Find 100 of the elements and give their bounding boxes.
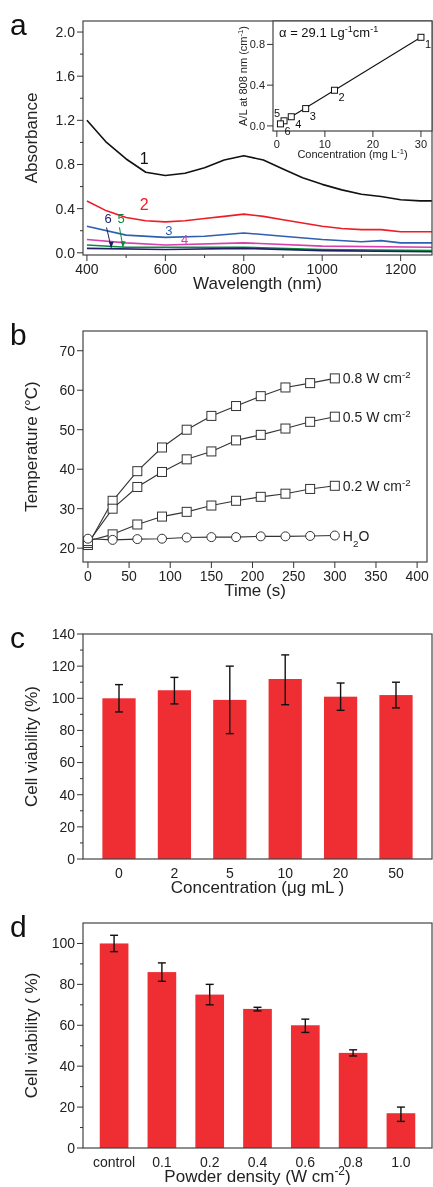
y-tick-label: 40	[59, 786, 76, 803]
chart-title: a	[10, 8, 27, 41]
y-tick-label: 0	[67, 1139, 76, 1156]
point	[305, 483, 316, 494]
point	[280, 488, 291, 499]
bar	[102, 698, 136, 859]
bar	[195, 994, 225, 1148]
series-label: H$_{2}$O	[342, 527, 370, 549]
x-tick-label: 400	[75, 261, 99, 278]
series-label: 1	[139, 150, 149, 168]
bar	[157, 690, 192, 859]
point	[181, 424, 192, 435]
point	[157, 533, 168, 544]
x-tick-label: 20	[366, 137, 380, 150]
bar	[268, 679, 302, 859]
bar	[338, 1052, 368, 1148]
y-tick-label: 0.0	[249, 119, 265, 132]
point	[132, 481, 143, 492]
series-label: 3	[165, 222, 173, 238]
y-tick-label: 50	[59, 421, 76, 438]
point	[132, 466, 143, 477]
point	[157, 442, 168, 453]
point	[231, 532, 242, 543]
y-tick-label: 100	[51, 690, 76, 707]
point	[417, 33, 425, 41]
x-tick-label: control	[93, 1154, 136, 1171]
point	[231, 401, 242, 412]
x-tick-label: 0	[115, 865, 124, 882]
y-axis-title: Cell viability (%)	[22, 686, 41, 807]
y-tick-label: 2.0	[55, 23, 76, 40]
x-tick-label: 350	[364, 568, 388, 585]
series-label: 6	[104, 210, 112, 226]
x-tick-label: 0.8	[343, 1154, 364, 1171]
annotation: 1	[424, 38, 432, 51]
series-label: 2	[139, 195, 149, 213]
x-tick-label: 150	[199, 568, 224, 585]
point	[280, 423, 291, 434]
point	[305, 416, 316, 427]
bar	[147, 972, 177, 1148]
point	[280, 531, 291, 542]
y-tick-label: 0.4	[249, 79, 265, 92]
point	[330, 86, 338, 94]
annotation: α = 29.1 Lg$^{-1}$cm$^{-1}$	[279, 24, 379, 40]
chart-title: d	[10, 910, 27, 943]
point	[181, 532, 192, 543]
point	[255, 429, 266, 440]
x-tick-label: 0	[84, 568, 93, 585]
y-tick-label: 40	[59, 1058, 76, 1075]
y-tick-label: 60	[59, 382, 76, 399]
point	[231, 435, 242, 446]
x-tick-label: 50	[388, 865, 404, 882]
y-tick-label: 0	[67, 850, 76, 867]
series-label: 0.5 W cm$^{-2}$	[342, 407, 411, 425]
y-axis-title: Cell viability ( %)	[22, 972, 41, 1099]
point	[206, 410, 217, 421]
bar	[290, 1025, 320, 1148]
annotation: 6	[284, 124, 291, 137]
y-tick-label: 1.6	[55, 68, 76, 85]
y-tick-label: 0.0	[55, 244, 76, 261]
y-tick-label: 0.4	[55, 200, 76, 217]
x-tick-label: 0.2	[199, 1154, 220, 1171]
y-tick-label: 60	[59, 1017, 76, 1034]
point	[255, 491, 266, 502]
point	[255, 391, 266, 402]
y-tick-label: 30	[59, 500, 76, 517]
series-label: 0.2 W cm$^{-2}$	[342, 476, 411, 494]
point	[157, 466, 168, 477]
bar	[323, 696, 358, 859]
y-tick-label: 1.2	[55, 112, 76, 129]
x-tick-label: 1.0	[391, 1154, 411, 1171]
point	[276, 120, 284, 128]
y-tick-label: 0.8	[249, 38, 265, 51]
point	[302, 105, 310, 113]
y-tick-label: 40	[59, 461, 76, 478]
point	[107, 534, 118, 545]
point	[329, 411, 340, 422]
point	[206, 532, 217, 543]
point	[206, 446, 217, 457]
point	[305, 530, 316, 541]
bar	[386, 1113, 416, 1148]
point	[280, 382, 291, 393]
x-tick-label: 300	[323, 568, 347, 585]
bar	[243, 1008, 272, 1148]
annotation: 4	[295, 117, 302, 130]
y-tick-label: 20	[59, 818, 76, 835]
x-tick-label: 30	[414, 137, 428, 150]
bar	[99, 943, 129, 1148]
point	[329, 480, 340, 491]
point	[206, 500, 217, 511]
line-series	[86, 225, 433, 244]
x-tick-label: 100	[158, 568, 183, 585]
y-tick-label: 60	[59, 754, 76, 771]
y-tick-label: 140	[51, 625, 76, 642]
x-tick-label: 10	[318, 137, 331, 150]
y-tick-label: 70	[59, 342, 76, 359]
point	[231, 495, 242, 506]
x-tick-label: 1200	[385, 261, 417, 278]
y-axis-title: Absorbance	[22, 92, 41, 184]
x-tick-label: 0.6	[295, 1154, 316, 1171]
y-tick-label: 80	[59, 976, 76, 993]
